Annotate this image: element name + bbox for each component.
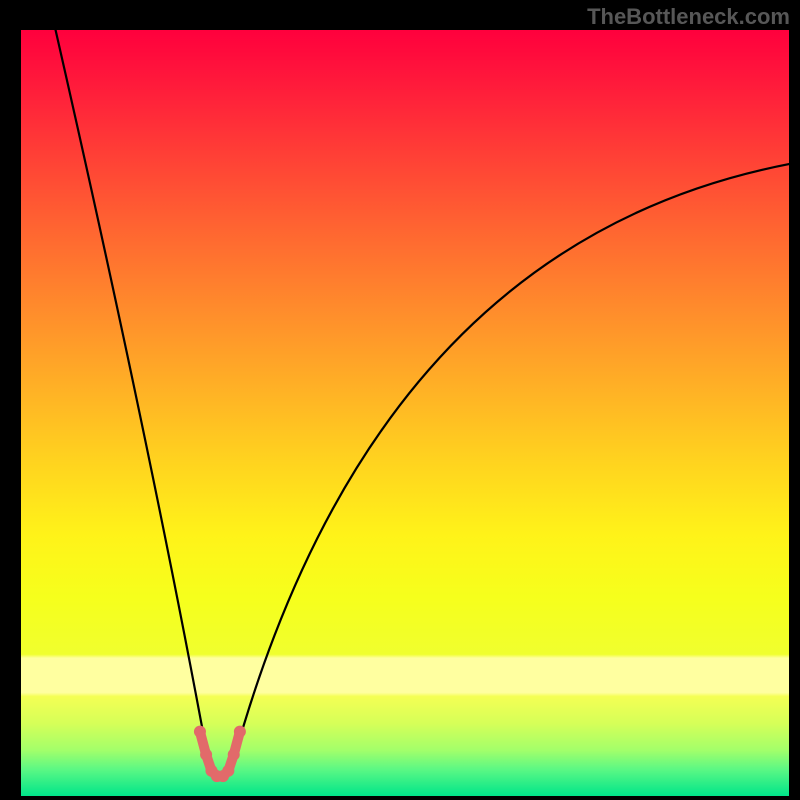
valley-marker-dot bbox=[228, 749, 240, 761]
valley-marker-dot bbox=[194, 726, 206, 738]
chart-stage: TheBottleneck.com bbox=[0, 0, 800, 800]
watermark-label: TheBottleneck.com bbox=[587, 4, 790, 30]
valley-marker-dot bbox=[234, 726, 246, 738]
valley-marker-dot bbox=[222, 765, 234, 777]
valley-marker-dot bbox=[200, 749, 212, 761]
plot-background bbox=[21, 30, 789, 796]
chart-canvas bbox=[0, 0, 800, 800]
